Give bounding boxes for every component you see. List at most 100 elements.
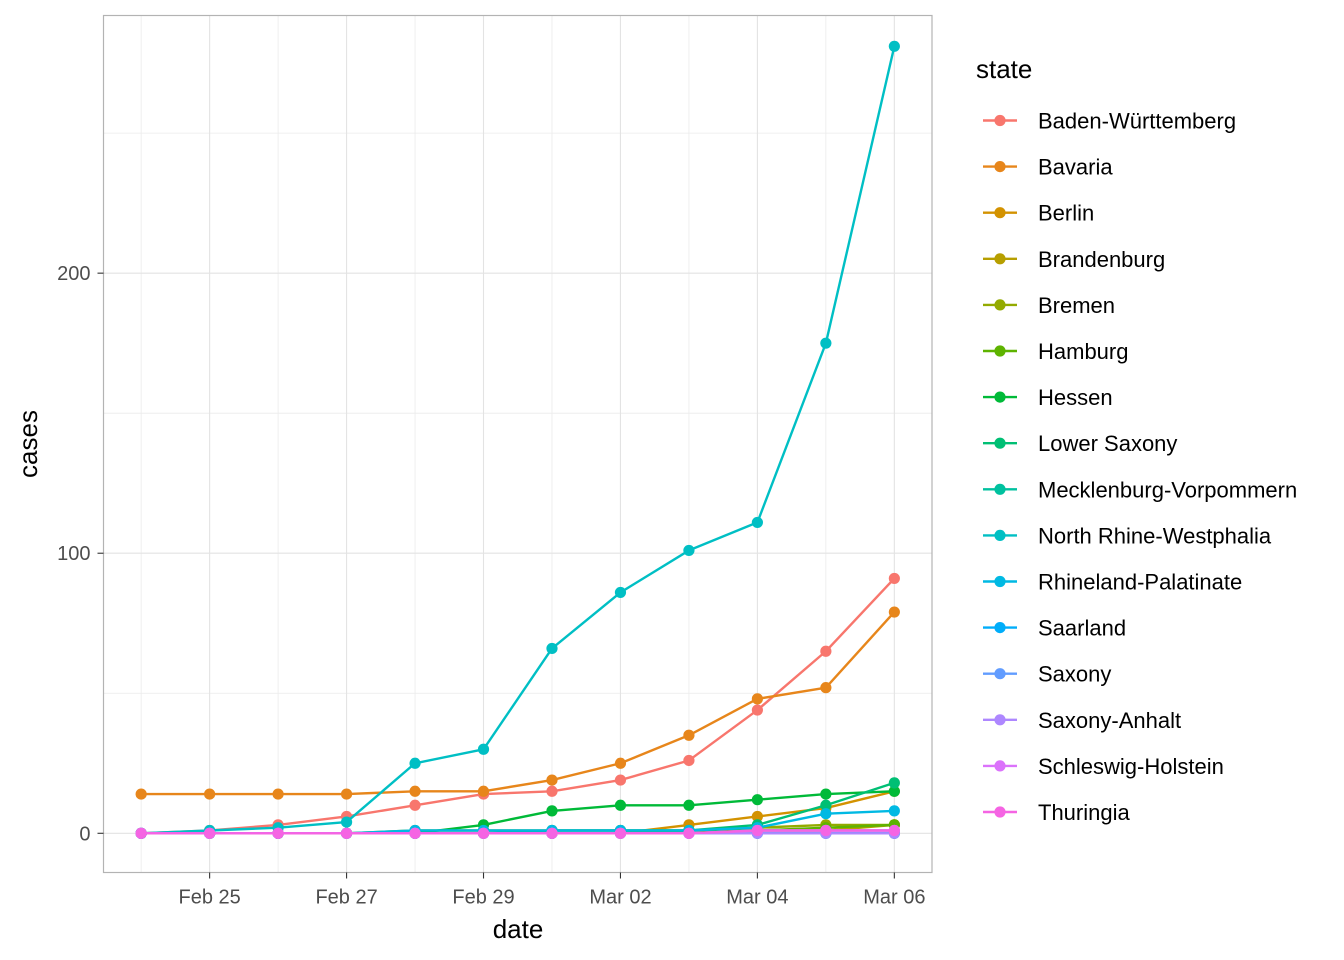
legend-key-point <box>994 253 1006 265</box>
legend-key-point <box>994 437 1006 449</box>
data-point <box>751 704 763 716</box>
data-point <box>888 40 900 52</box>
data-point <box>477 785 490 797</box>
legend-item: Bremen <box>983 293 1115 318</box>
data-point <box>135 827 147 839</box>
legend-key-point <box>994 668 1006 680</box>
legend-key-point <box>994 391 1006 403</box>
series-line <box>141 611 896 796</box>
legend-item: Rhineland-Palatinate <box>983 570 1242 595</box>
legend-label: Saxony <box>1038 662 1111 687</box>
data-point <box>820 799 832 811</box>
data-point <box>614 586 627 599</box>
data-point <box>204 788 216 800</box>
data-point <box>272 827 284 839</box>
legend-item: Mecklenburg-Vorpommern <box>983 477 1297 502</box>
data-point <box>820 337 832 349</box>
legend-label: Brandenburg <box>1038 247 1165 272</box>
data-point <box>751 516 763 529</box>
data-point <box>546 785 558 797</box>
x-tick-label: Feb 29 <box>452 887 514 909</box>
series <box>135 572 900 839</box>
x-tick-label: Mar 06 <box>863 887 925 909</box>
data-point <box>340 788 353 800</box>
data-point <box>409 799 421 811</box>
legend-item: Lower Saxony <box>983 431 1177 456</box>
legend-key-point <box>994 114 1006 127</box>
data-point <box>751 693 763 705</box>
legend-item: Hamburg <box>983 339 1128 364</box>
data-point <box>888 572 900 585</box>
data-point <box>340 827 353 839</box>
x-tick-label: Mar 04 <box>726 887 788 909</box>
legend: state Baden-Württemberg Bavaria Berlin Bran… <box>976 54 1297 825</box>
y-tick-label: 0 <box>79 823 90 845</box>
x-axis-title: date <box>493 914 544 944</box>
legend-item: Thuringia <box>983 800 1130 825</box>
legend-label: Saxony-Anhalt <box>1038 708 1181 733</box>
data-point <box>477 827 490 839</box>
data-point <box>204 827 216 839</box>
data-point <box>546 805 558 817</box>
series-line <box>141 577 896 835</box>
data-point <box>820 645 832 657</box>
data-point <box>820 682 832 694</box>
data-point <box>272 788 284 800</box>
legend-key-point <box>994 806 1006 818</box>
legend-key-point <box>994 299 1006 311</box>
data-point <box>820 808 832 820</box>
legend-key-point <box>994 483 1006 495</box>
legend-label: Thuringia <box>1038 800 1130 825</box>
legend-label: Saarland <box>1038 616 1126 641</box>
data-point <box>614 799 627 811</box>
legend-label: Schleswig-Holstein <box>1038 754 1224 779</box>
y-tick-label: 200 <box>57 263 90 285</box>
legend-item: North Rhine-Westphalia <box>983 523 1272 548</box>
legend-label: Berlin <box>1038 201 1094 226</box>
x-tick-label: Feb 27 <box>315 887 377 909</box>
legend-item: Bavaria <box>983 155 1113 180</box>
legend-item: Saarland <box>983 616 1126 641</box>
legend-key-point <box>994 207 1006 219</box>
legend-key-point <box>994 161 1006 173</box>
legend-label: Lower Saxony <box>1038 431 1177 456</box>
x-tick-label: Mar 02 <box>589 887 651 909</box>
data-point <box>888 805 900 817</box>
series-layer <box>135 40 900 839</box>
legend-label: Bavaria <box>1038 155 1113 180</box>
data-point <box>751 824 763 837</box>
data-point <box>751 794 763 806</box>
x-tick-label: Feb 25 <box>178 887 240 909</box>
y-tick-label: 100 <box>57 543 90 565</box>
legend-item: Schleswig-Holstein <box>983 754 1224 779</box>
legend-label: Hessen <box>1038 385 1113 410</box>
data-point <box>683 799 695 811</box>
data-point <box>820 824 832 837</box>
legend-item: Saxony <box>983 662 1111 687</box>
data-point <box>477 743 490 755</box>
legend-item: Baden-Württemberg <box>983 109 1236 134</box>
series <box>135 824 900 839</box>
data-point <box>683 729 695 741</box>
data-point <box>614 757 627 769</box>
grid-minor <box>103 15 932 873</box>
data-point <box>546 774 558 786</box>
data-point <box>614 827 627 839</box>
series <box>135 606 900 800</box>
data-point <box>135 788 147 800</box>
data-point <box>888 824 900 837</box>
data-point <box>409 785 421 797</box>
legend-item: Saxony-Anhalt <box>983 708 1181 733</box>
data-point <box>751 810 763 823</box>
legend-item: Hessen <box>983 385 1113 410</box>
y-axis: 0 100 200 <box>57 263 104 845</box>
legend-key-point <box>994 714 1006 726</box>
data-point <box>888 606 900 618</box>
data-point <box>683 754 695 767</box>
y-axis-title: cases <box>13 410 43 478</box>
legend-label: Mecklenburg-Vorpommern <box>1038 477 1297 502</box>
legend-label: Hamburg <box>1038 339 1128 364</box>
legend-item: Brandenburg <box>983 247 1165 272</box>
legend-label: Rhineland-Palatinate <box>1038 570 1242 595</box>
